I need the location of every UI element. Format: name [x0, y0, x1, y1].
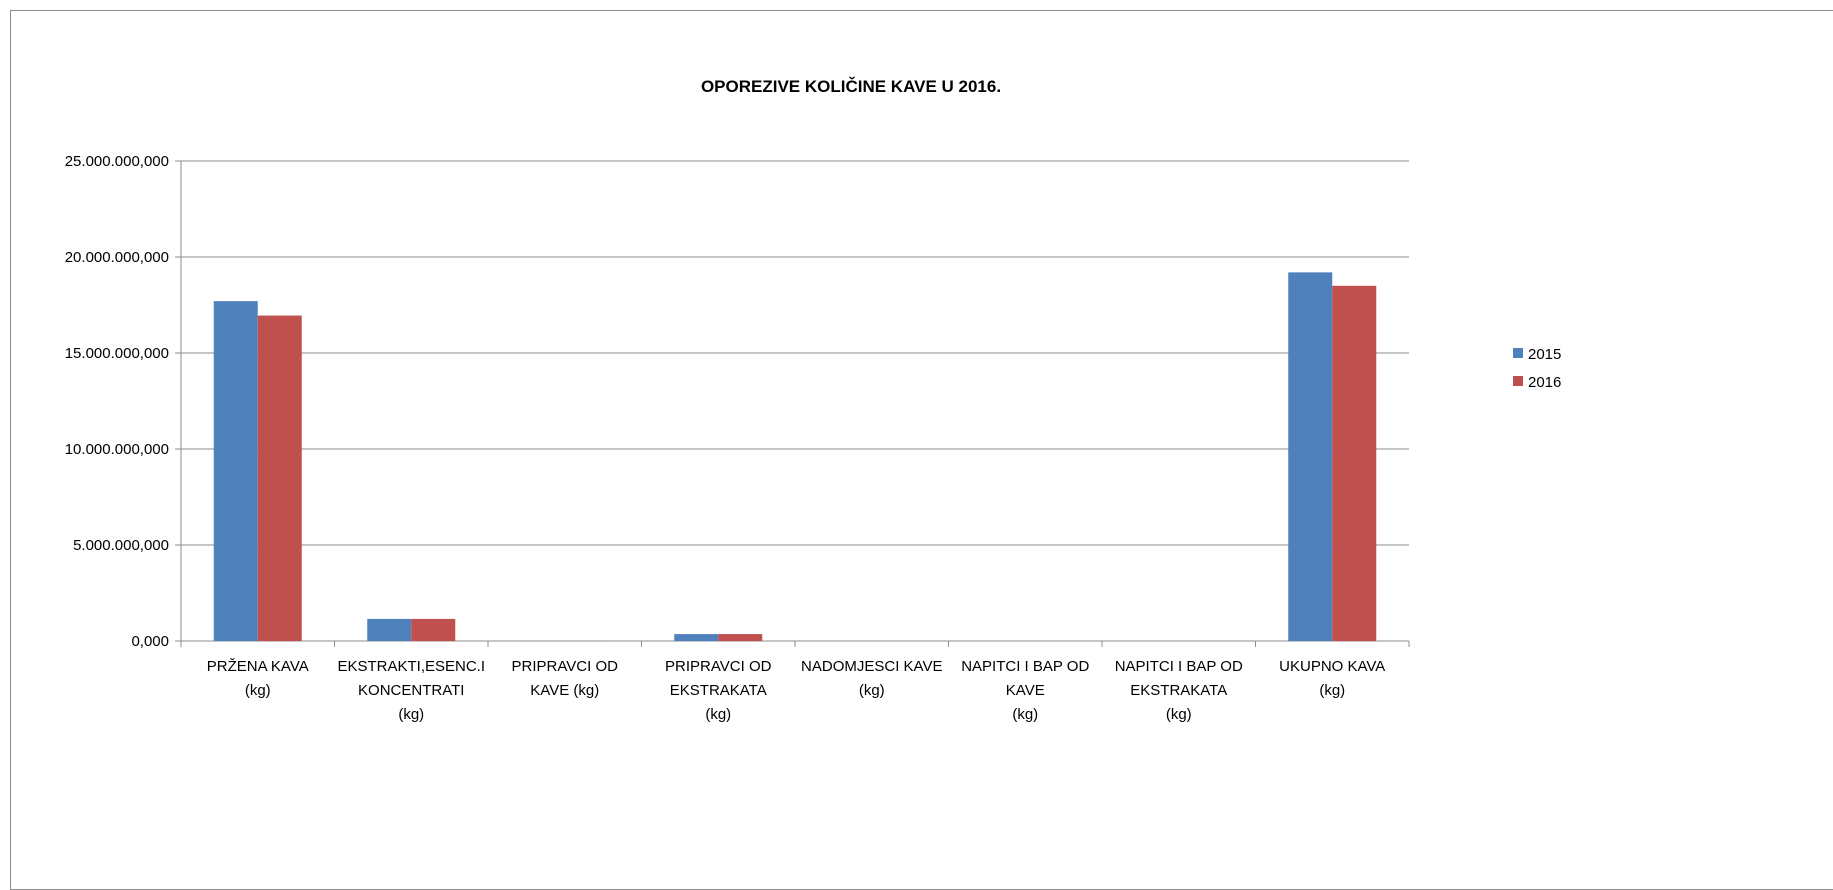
x-tick-label: NAPITCI I BAP OD — [1115, 658, 1243, 675]
x-tick-label: EKSTRAKATA — [1130, 682, 1227, 699]
y-tick-label: 10.000.000,000 — [65, 441, 169, 458]
x-tick-label: (kg) — [1319, 682, 1345, 699]
x-tick-label: PRŽENA KAVA — [207, 658, 309, 675]
y-tick-label: 0,000 — [131, 633, 169, 650]
legend-label: 2016 — [1528, 374, 1561, 391]
axes — [175, 161, 1409, 647]
y-tick-label: 5.000.000,000 — [73, 537, 169, 554]
x-tick-label: PRIPRAVCI OD — [512, 658, 619, 675]
bar-2016 — [411, 619, 455, 641]
x-tick-label: (kg) — [859, 682, 885, 699]
bar-2015 — [674, 634, 718, 641]
legend-swatch-2016 — [1513, 376, 1523, 386]
x-tick-label: KAVE (kg) — [530, 682, 599, 699]
x-tick-label: (kg) — [1166, 706, 1192, 723]
y-tick-label: 25.000.000,000 — [65, 153, 169, 170]
legend-swatch-2015 — [1513, 348, 1523, 358]
chart-frame: OPOREZIVE KOLIČINE KAVE U 2016. 0,000 5.0… — [10, 10, 1833, 890]
gridlines — [181, 161, 1409, 545]
legend-label: 2015 — [1528, 346, 1561, 363]
bars — [214, 272, 1377, 641]
bar-2016 — [258, 316, 302, 641]
x-tick-label: (kg) — [1012, 706, 1038, 723]
x-tick-label: EKSTRAKTI,ESENC.I — [337, 658, 485, 675]
x-tick-label: KONCENTRATI — [358, 682, 464, 699]
bar-2015 — [214, 301, 258, 641]
x-tick-label: EKSTRAKATA — [670, 682, 767, 699]
bar-2015 — [1288, 272, 1332, 641]
x-tick-label: PRIPRAVCI OD — [665, 658, 772, 675]
x-tick-label: UKUPNO KAVA — [1279, 658, 1385, 675]
x-tick-label: KAVE — [1006, 682, 1045, 699]
x-tick-label: (kg) — [398, 706, 424, 723]
chart-svg: OPOREZIVE KOLIČINE KAVE U 2016. 0,000 5.0… — [11, 11, 1833, 868]
y-tick-label: 20.000.000,000 — [65, 249, 169, 266]
y-tick-label: 15.000.000,000 — [65, 345, 169, 362]
x-tick-label: NAPITCI I BAP OD — [961, 658, 1089, 675]
x-tick-label: (kg) — [705, 706, 731, 723]
bar-2016 — [1332, 286, 1376, 641]
x-tick-label: (kg) — [245, 682, 271, 699]
bar-2015 — [367, 619, 411, 641]
legend: 2015 2016 — [1513, 346, 1561, 391]
chart-title: OPOREZIVE KOLIČINE KAVE U 2016. — [701, 77, 1001, 96]
bar-2016 — [718, 634, 762, 641]
x-tick-label: NADOMJESCI KAVE — [801, 658, 942, 675]
